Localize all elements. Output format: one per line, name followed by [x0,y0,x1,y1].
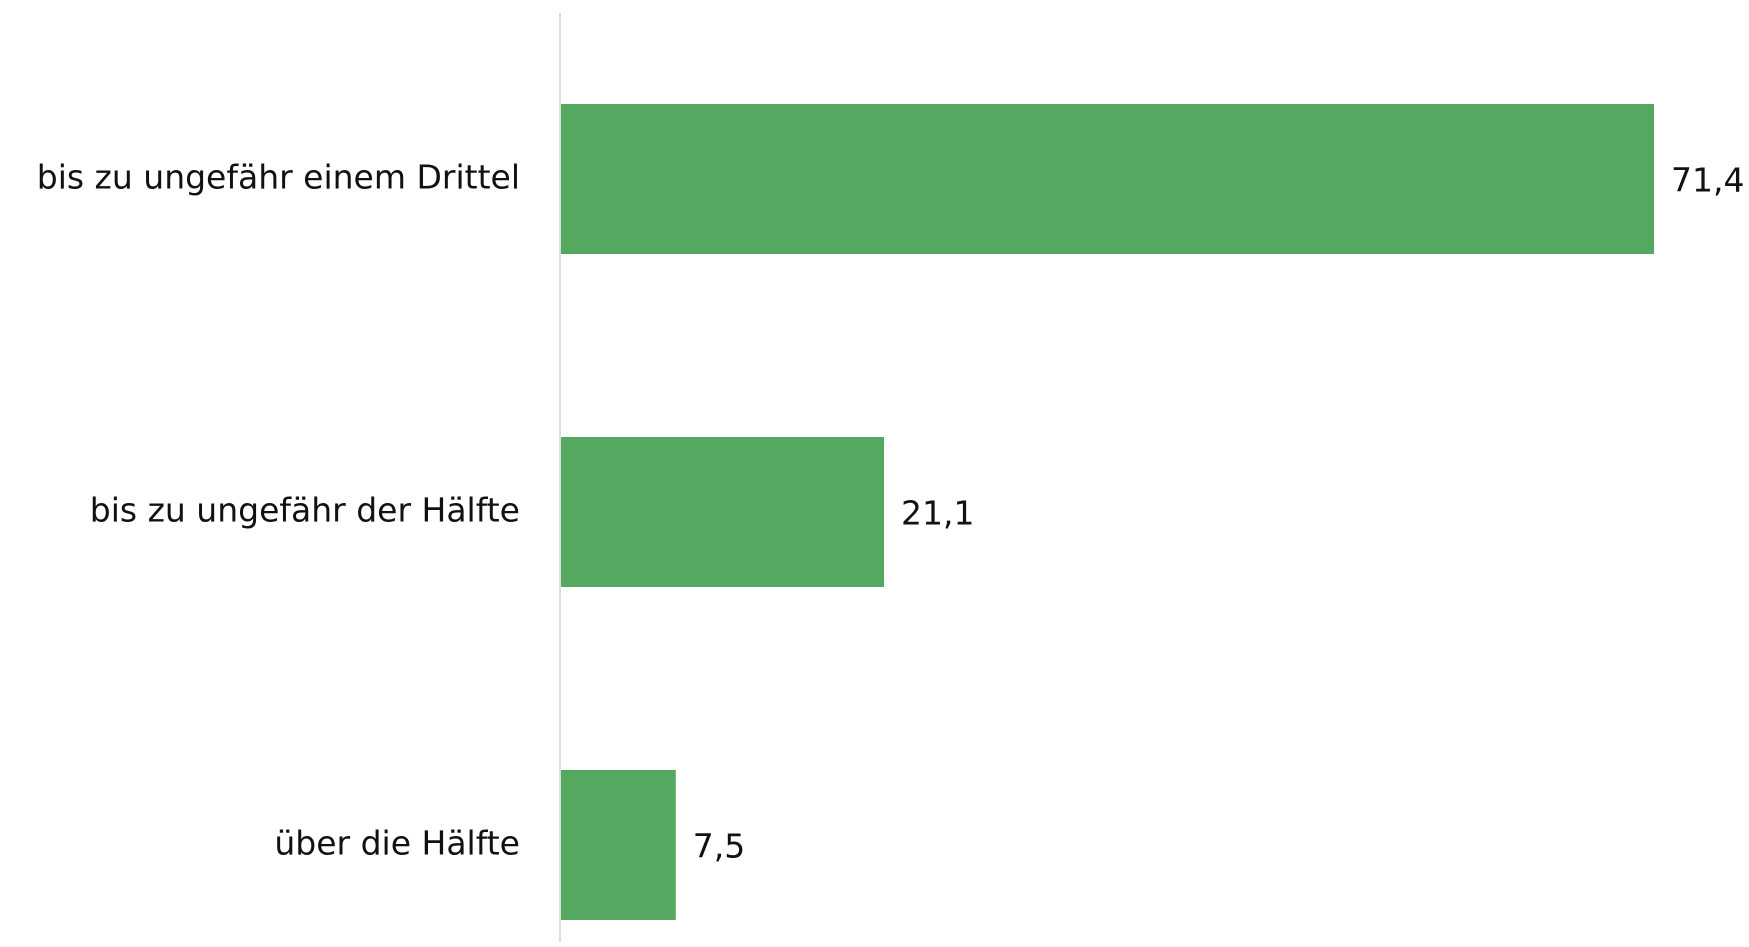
bar [561,770,676,920]
category-label: bis zu ungefähr einem Drittel [37,158,520,197]
category-label: über die Hälfte [274,824,520,863]
category-label: bis zu ungefähr der Hälfte [90,491,520,530]
value-label: 71,4 [1671,161,1744,200]
bar [561,437,885,587]
bar [561,104,1654,254]
value-label: 7,5 [693,827,745,866]
value-label: 21,1 [901,494,974,533]
